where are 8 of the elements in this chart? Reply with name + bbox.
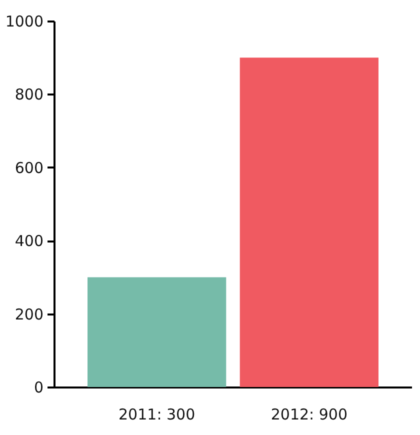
x-tick-label: 2011: 300	[118, 406, 196, 424]
y-tick-label: 600	[14, 158, 44, 177]
y-tick-label: 200	[14, 305, 44, 324]
y-tick-label: 1000	[5, 12, 44, 30]
x-tick-label: 2012: 900	[270, 406, 348, 424]
y-tick-label: 800	[14, 86, 44, 104]
y-tick-label: 400	[14, 232, 44, 250]
y-tick-label: 0	[34, 378, 44, 396]
